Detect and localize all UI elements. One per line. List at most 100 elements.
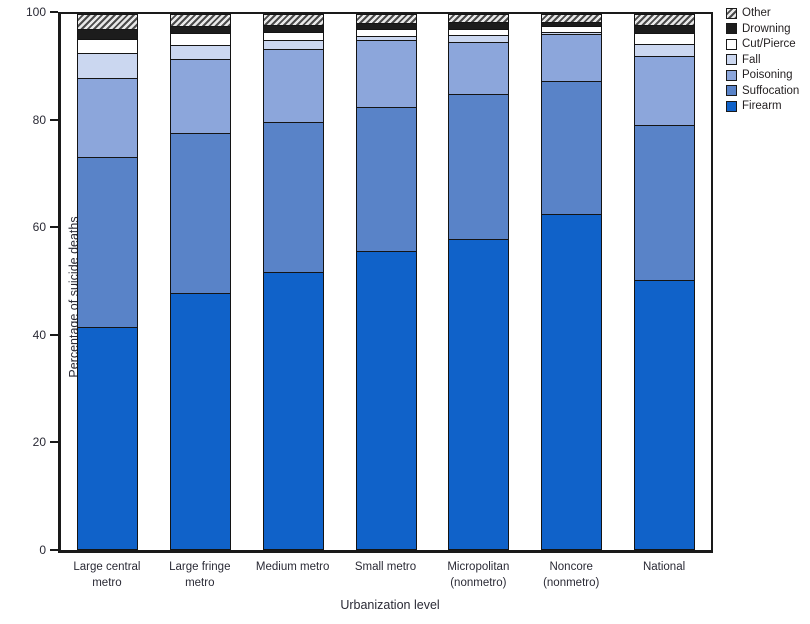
legend-label: Poisoning	[742, 69, 793, 81]
x-axis-title: Urbanization level	[340, 598, 440, 612]
bar-small-metro	[355, 14, 417, 550]
x-category-label: Medium metro	[255, 561, 330, 573]
legend-label: Drowning	[742, 22, 791, 35]
bar-segment-suffocation	[448, 93, 510, 240]
bar-segment-firearm	[262, 271, 324, 550]
bar-segment-fall	[634, 44, 696, 56]
x-category-label: Small metro	[354, 561, 417, 573]
bar-segment-firearm	[634, 279, 696, 550]
legend-item-poisoning: Poisoning	[726, 69, 799, 81]
bar-segment-poisoning	[262, 48, 324, 123]
bar-segment-cut-pierce	[448, 28, 510, 35]
bar-segment-poisoning	[355, 40, 417, 108]
bar-segment-fall	[169, 45, 231, 60]
legend-swatch-icon	[726, 100, 737, 112]
bar-segment-firearm	[355, 251, 417, 550]
bar-large-fringe-metro	[169, 14, 231, 550]
y-tick-mark	[50, 333, 58, 336]
bar-segment-drowning	[169, 25, 231, 34]
legend-item-cut-pierce: Cut/Pierce	[726, 38, 799, 50]
bar-national	[634, 14, 696, 550]
y-tick-label: 20	[32, 435, 46, 450]
bar-segment-fall	[76, 52, 138, 79]
bar-segment-fall	[541, 31, 603, 34]
legend-label: Suffocation	[742, 84, 800, 97]
bar-segment-fall	[355, 36, 417, 41]
bar-segment-cut-pierce	[634, 33, 696, 45]
x-category-label: National	[642, 561, 686, 573]
bar-segment-drowning	[262, 24, 324, 33]
legend-swatch-icon	[726, 7, 737, 19]
bar-medium-metro	[262, 14, 324, 550]
bar-segment-cut-pierce	[76, 38, 138, 53]
y-tick-mark	[50, 441, 58, 444]
bar-segment-drowning	[634, 25, 696, 34]
bar-segment-other	[541, 14, 603, 22]
legend-swatch-icon	[726, 23, 737, 34]
bar-segment-poisoning	[448, 41, 510, 94]
x-category-label: Noncore (nonmetro)	[543, 561, 600, 589]
bar-micropolitan-nonmetro-	[448, 14, 510, 550]
bar-segment-suffocation	[541, 81, 603, 215]
legend-item-other: Other	[726, 7, 799, 19]
bar-segment-fall	[448, 34, 510, 42]
bar-segment-poisoning	[634, 55, 696, 125]
legend-item-drowning: Drowning	[726, 23, 799, 35]
legend-item-suffocation: Suffocation	[726, 85, 799, 97]
bar-segment-fall	[262, 39, 324, 49]
y-tick-label: 0	[39, 543, 46, 557]
bar-segment-poisoning	[169, 59, 231, 134]
bar-segment-cut-pierce	[541, 26, 603, 32]
bar-segment-cut-pierce	[262, 32, 324, 40]
y-tick-mark	[50, 11, 58, 13]
bar-segment-other	[634, 14, 696, 26]
bar-segment-suffocation	[634, 124, 696, 280]
bar-segment-suffocation	[355, 107, 417, 252]
bar-segment-firearm	[169, 292, 231, 550]
bar-segment-other	[76, 14, 138, 30]
legend-swatch-icon	[726, 38, 737, 50]
bar-segment-poisoning	[76, 78, 138, 158]
bar-segment-other	[262, 14, 324, 25]
legend-swatch-icon	[726, 54, 737, 65]
plot-area: Percentage of suicide deaths	[58, 12, 713, 553]
bar-segment-drowning	[355, 23, 417, 30]
bar-segment-drowning	[448, 22, 510, 29]
y-tick-label: 60	[32, 220, 46, 235]
bar-segment-other	[355, 14, 417, 24]
bar-segment-other	[448, 14, 510, 23]
legend-label: Cut/Pierce	[742, 38, 796, 50]
y-tick-label: 80	[32, 112, 46, 127]
legend-label: Other	[742, 7, 771, 19]
y-tick-mark	[50, 118, 58, 121]
legend-item-firearm: Firearm	[726, 100, 799, 112]
bar-segment-other	[169, 14, 231, 26]
legend-label: Fall	[742, 53, 761, 66]
x-category-label: Micropolitan (nonmetro)	[447, 561, 510, 589]
y-tick-label: 40	[32, 327, 46, 342]
bar-segment-cut-pierce	[355, 29, 417, 36]
bar-segment-cut-pierce	[169, 33, 231, 46]
x-category-label: Large fringe metro	[169, 561, 231, 589]
bar-segment-drowning	[541, 21, 603, 27]
legend-item-fall: Fall	[726, 54, 799, 66]
bar-segment-poisoning	[541, 33, 603, 82]
legend-swatch-icon	[726, 85, 737, 96]
bar-segment-firearm	[76, 326, 138, 550]
y-tick-mark	[50, 226, 58, 229]
bar-noncore-nonmetro-	[541, 14, 603, 550]
bar-segment-firearm	[448, 239, 510, 550]
y-tick-mark	[50, 549, 58, 551]
bar-large-central-metro	[76, 14, 138, 550]
bar-segment-drowning	[76, 29, 138, 39]
legend-swatch-icon	[726, 69, 737, 81]
y-tick-label: 100	[25, 5, 46, 19]
legend-label: Firearm	[742, 100, 782, 112]
bar-segment-suffocation	[262, 122, 324, 272]
x-category-label: Large central metro	[73, 561, 141, 589]
bar-segment-firearm	[541, 214, 603, 550]
chart-legend: Other Drowning Cut/Pierce Fall Poisoning Suff…	[726, 7, 799, 112]
bar-segment-suffocation	[169, 133, 231, 293]
bar-segment-suffocation	[76, 157, 138, 327]
